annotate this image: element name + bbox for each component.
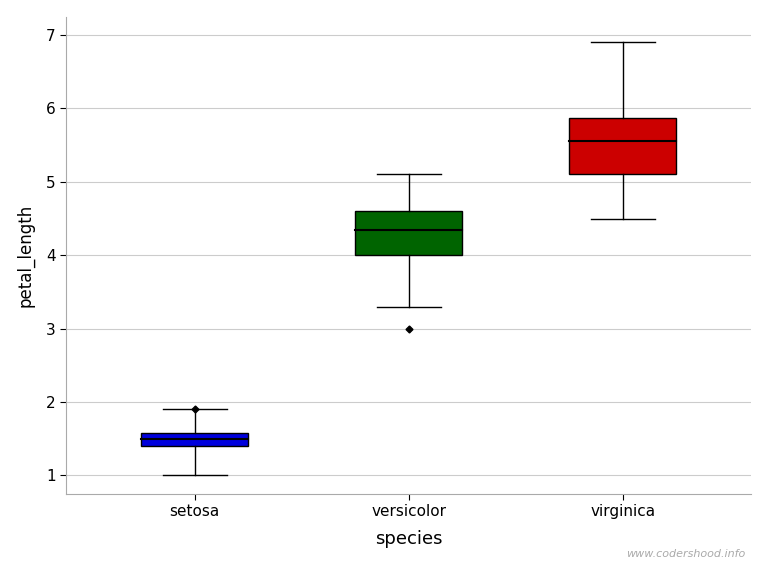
X-axis label: species: species bbox=[375, 531, 442, 549]
Text: www.codershood.info: www.codershood.info bbox=[626, 549, 745, 559]
Bar bbox=[356, 211, 462, 255]
Bar bbox=[141, 433, 248, 446]
Bar bbox=[569, 118, 677, 175]
Y-axis label: petal_length: petal_length bbox=[17, 203, 35, 307]
